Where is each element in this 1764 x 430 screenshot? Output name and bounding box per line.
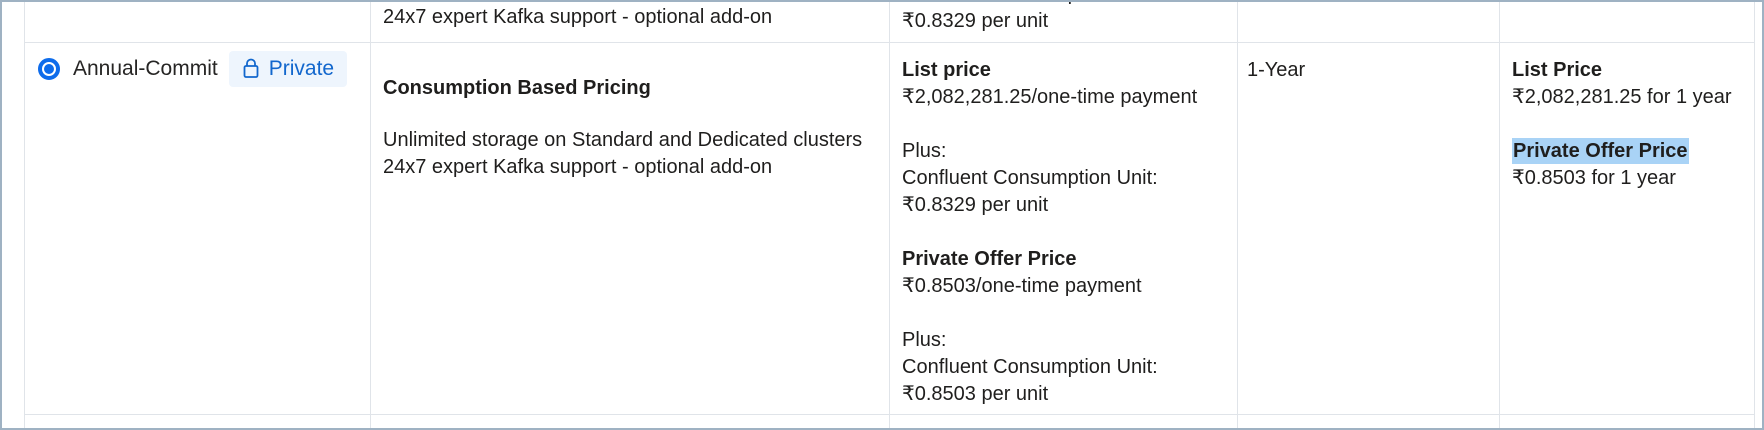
plus-label: Plus:: [902, 140, 947, 162]
billing-term-cell: 1-Year: [1238, 43, 1500, 415]
summary-list-price-heading: List Price: [1512, 59, 1603, 81]
summary-private-offer-value: ₹0.8503 for 1 year: [1512, 167, 1676, 189]
consumption-unit-list-price: ₹0.8329 per unit: [902, 194, 1049, 216]
plan-pricing-cell: List price ₹2,082,281.25/one-time paymen…: [890, 43, 1238, 415]
list-price-value: ₹2,082,281.25/one-time payment: [902, 86, 1198, 108]
plan-name-label[interactable]: Annual-Commit: [73, 57, 218, 80]
summary-list-price-value: ₹2,082,281.25 for 1 year: [1512, 86, 1732, 108]
radio-selected-dot: [44, 64, 54, 74]
prev-row-plan-cell: [25, 2, 371, 43]
prev-row-description-cell: 24x7 expert Kafka support - optional add…: [371, 2, 890, 43]
list-price-heading: List price: [902, 59, 991, 81]
prev-row-clipped-text: Confluent Consumption Unit:: [902, 2, 1227, 8]
plan-description-cell: Consumption Based Pricing Unlimited stor…: [371, 43, 890, 415]
next-row-pricing-cell: [890, 415, 1238, 428]
consumption-unit-label: Confluent Consumption Unit:: [902, 167, 1158, 189]
prev-row-term-cell: [1238, 2, 1500, 43]
plan-radio-button[interactable]: [38, 58, 60, 80]
plus-label: Plus:: [902, 329, 947, 351]
left-gutter: [2, 2, 25, 43]
prev-row-unit-price-text: ₹0.8329 per unit: [902, 10, 1049, 32]
summary-private-offer-heading: Private Offer Price: [1512, 138, 1744, 165]
consumption-unit-label: Confluent Consumption Unit:: [902, 356, 1158, 378]
next-row-description-cell: [371, 415, 890, 428]
description-line: 24x7 expert Kafka support - optional add…: [383, 156, 773, 178]
prev-row-description-text: 24x7 expert Kafka support - optional add…: [383, 6, 773, 28]
consumption-unit-offer-price: ₹0.8503 per unit: [902, 383, 1049, 405]
plan-select-cell: Annual-Commit Private: [25, 43, 371, 415]
billing-term-value: 1-Year: [1247, 59, 1306, 81]
lock-icon: [242, 58, 260, 80]
left-gutter: [2, 43, 25, 415]
private-offer-value: ₹0.8503/one-time payment: [902, 275, 1142, 297]
next-row-term-cell: [1238, 415, 1500, 428]
right-gutter: [1755, 415, 1762, 428]
private-badge-label: Private: [268, 57, 335, 80]
left-gutter: [2, 415, 25, 428]
prev-row-pricing-cell: Confluent Consumption Unit: ₹0.8329 per …: [890, 2, 1238, 43]
price-summary-cell: List Price ₹2,082,281.25 for 1 year Priv…: [1500, 43, 1755, 415]
private-offer-heading: Private Offer Price: [902, 248, 1077, 270]
prev-row-summary-cell: [1500, 2, 1755, 43]
description-line: Unlimited storage on Standard and Dedica…: [383, 129, 863, 151]
right-gutter: [1755, 2, 1762, 43]
next-row-plan-cell: [25, 415, 371, 428]
description-title: Consumption Based Pricing: [383, 77, 651, 99]
right-gutter: [1755, 43, 1762, 415]
highlighted-text: Private Offer Price: [1512, 138, 1689, 164]
next-row-summary-cell: [1500, 415, 1755, 428]
private-badge: Private: [228, 51, 348, 87]
